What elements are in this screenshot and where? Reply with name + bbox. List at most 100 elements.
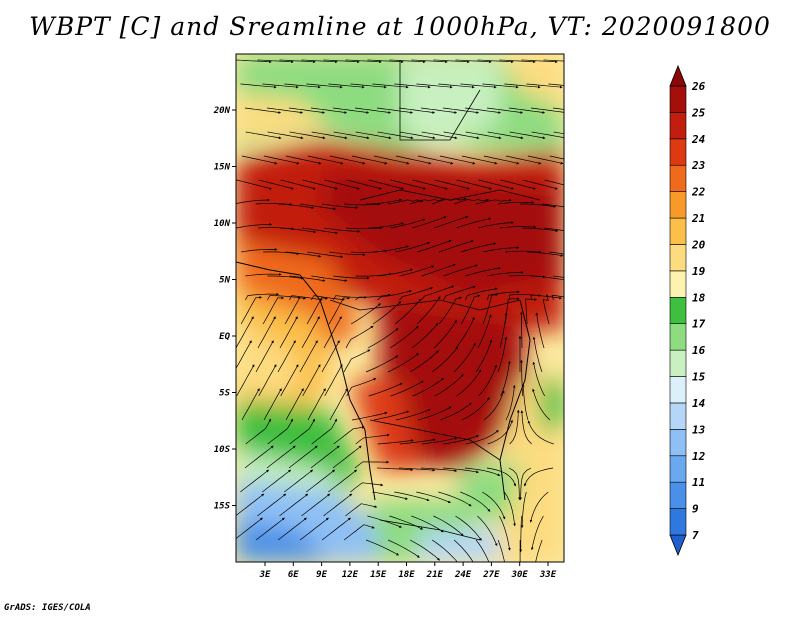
streamline	[530, 294, 563, 301]
map-frame	[235, 53, 565, 563]
streamline	[279, 316, 298, 349]
streamline	[355, 293, 391, 301]
streamline	[465, 131, 502, 140]
lat-label: 10S	[214, 445, 231, 455]
streamline	[333, 131, 370, 140]
streamline	[302, 227, 339, 235]
streamline	[433, 515, 464, 537]
streamline	[284, 296, 307, 325]
colorbar-label: 24	[691, 133, 706, 146]
streamline	[266, 445, 296, 469]
colorbar-bin	[669, 164, 687, 192]
colorbar-label: 26	[691, 80, 706, 93]
colorbar-label: 13	[692, 423, 706, 436]
streamline	[453, 198, 489, 205]
streamline	[509, 131, 546, 140]
lat-label: 15S	[214, 502, 231, 512]
streamline	[552, 107, 564, 110]
streamline	[257, 59, 294, 64]
streamline	[240, 469, 270, 493]
streamline	[482, 83, 519, 89]
streamline	[267, 131, 304, 140]
streamline	[332, 107, 370, 114]
lon-label: 3E	[259, 570, 271, 580]
streamline	[307, 388, 326, 421]
streamline	[354, 107, 392, 114]
streamline	[236, 59, 272, 64]
streamline	[367, 59, 404, 64]
streamline	[255, 517, 285, 541]
streamline	[367, 515, 402, 528]
streamline	[285, 251, 322, 258]
colorbar-label: 7	[692, 529, 699, 542]
streamline	[368, 382, 403, 397]
streamline	[257, 493, 287, 517]
streamline	[289, 418, 315, 445]
streamline	[329, 155, 366, 165]
streamline	[431, 539, 460, 562]
streamline	[368, 179, 404, 190]
streamline	[367, 328, 399, 349]
streamline	[500, 179, 536, 190]
streamline	[236, 364, 255, 397]
streamline	[355, 131, 392, 140]
streamline	[377, 439, 414, 445]
streamline	[350, 303, 381, 325]
streamline	[321, 203, 359, 209]
streamline	[245, 418, 271, 445]
streamline	[365, 539, 400, 556]
streamline	[431, 346, 459, 373]
streamline	[521, 384, 529, 421]
streamline	[332, 445, 362, 469]
streamline	[417, 239, 452, 253]
streamline	[387, 199, 424, 205]
streamline	[262, 83, 299, 89]
colorbar-label: 21	[691, 212, 705, 225]
streamline	[299, 517, 329, 541]
grads-credit: GrADS: IGES/COLA	[4, 603, 91, 613]
streamline	[399, 265, 435, 277]
streamline	[420, 107, 458, 114]
streamline	[434, 179, 470, 190]
streamline	[321, 517, 351, 541]
streamline	[241, 248, 278, 253]
streamline	[412, 179, 448, 190]
streamline	[350, 83, 387, 89]
streamline	[438, 296, 462, 325]
streamline	[521, 59, 558, 64]
streamline	[522, 179, 558, 190]
streamline	[376, 467, 414, 472]
streamline	[301, 493, 331, 517]
streamline	[520, 410, 532, 445]
streamline	[417, 406, 452, 421]
streamline	[477, 59, 514, 64]
streamline	[345, 325, 374, 349]
streamline	[519, 467, 532, 501]
west-coastline	[236, 261, 376, 501]
streamline	[302, 364, 321, 397]
streamline	[532, 388, 551, 421]
streamline	[483, 155, 520, 165]
streamline	[321, 340, 340, 373]
streamline	[395, 155, 432, 165]
streamline	[236, 316, 254, 349]
streamline	[244, 107, 282, 114]
streamline	[368, 222, 405, 229]
streamline	[531, 275, 564, 281]
streamline	[310, 445, 340, 469]
streamline	[255, 202, 293, 206]
streamline	[443, 285, 476, 301]
streamline	[241, 388, 260, 421]
streamline	[263, 251, 300, 256]
streamline	[412, 377, 445, 397]
lat-label: 20N	[213, 106, 231, 116]
streamline	[299, 203, 337, 211]
streamline	[236, 340, 252, 370]
streamline	[535, 539, 543, 562]
lon-label: 27E	[482, 570, 500, 580]
temperature-field	[236, 54, 564, 562]
streamline	[497, 201, 535, 205]
streamline	[412, 216, 447, 229]
streamline	[280, 364, 299, 397]
colorbar-bin	[669, 217, 687, 245]
